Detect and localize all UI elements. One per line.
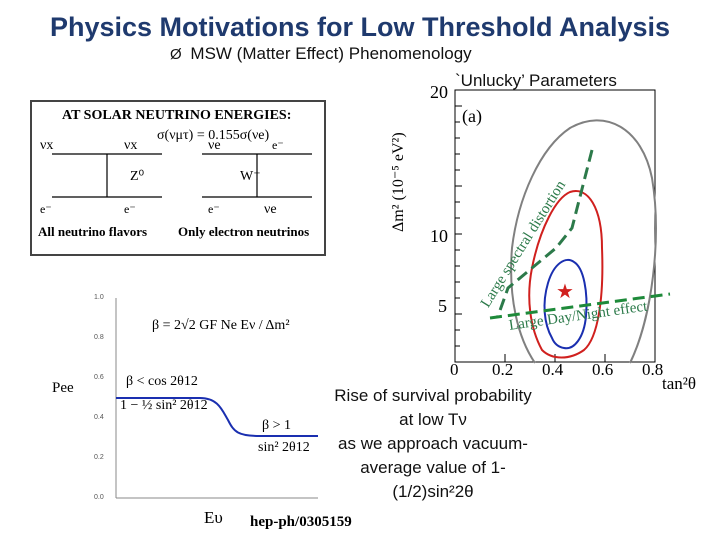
right-bottom-right-label: νe: [264, 202, 277, 217]
day-night-line: [489, 292, 671, 320]
subtitle-text: MSW (Matter Effect) Phenomenology: [190, 44, 472, 63]
y-axis-label: Δm² (10⁻⁵ eV²): [390, 132, 407, 232]
survival-y-tick: 0.6: [94, 374, 104, 381]
best-fit-star-icon: ★: [556, 279, 574, 303]
y-tick-label: 20: [430, 82, 448, 102]
left-top-left-label: νx: [40, 138, 54, 153]
right-caption: Only electron neutrinos: [178, 224, 310, 239]
x-tick-label: 0.4: [542, 360, 564, 379]
x-tick-label: 0.8: [642, 360, 664, 379]
survival-y-tick: 0.0: [94, 494, 104, 501]
survival-y-tick: 1.0: [94, 294, 104, 301]
survival-y-tick: 0.2: [94, 454, 104, 461]
rise-survival-text: Rise of survival probability at low Tν a…: [318, 384, 548, 504]
middle-contour: [528, 190, 604, 359]
feynman-title: AT SOLAR NEUTRINO ENERGIES:: [62, 108, 292, 123]
pee-axis-label: Pee: [52, 380, 74, 396]
left-bottom-right-label: e⁻: [124, 202, 136, 216]
left-bottom-left-label: e⁻: [40, 202, 52, 216]
survival-y-tick: 0.4: [94, 414, 104, 421]
y-tick-label: 10: [430, 226, 448, 246]
y-tick-label: 5: [438, 296, 447, 316]
y-minor-ticks: [455, 105, 462, 347]
cross-section-ratio: σ(νμτ) = 0.155σ(νe): [157, 128, 270, 143]
rise-line: Rise of survival probability: [334, 386, 532, 405]
rise-line: average value of 1-: [360, 458, 506, 477]
x-tick-label: 0.6: [592, 360, 614, 379]
plot-panel-label: (a): [462, 106, 482, 126]
survival-curve: [116, 397, 318, 437]
rise-line: (1/2)sin²2θ: [392, 482, 474, 501]
survival-probability-plot: [115, 298, 318, 499]
left-boson-label: Z⁰: [130, 169, 145, 184]
rise-line: as we approach vacuum-: [338, 434, 528, 453]
enu-axis-label: Eυ: [204, 508, 223, 527]
low-beta-condition: β < cos 2θ12: [126, 374, 198, 389]
right-top-right-label: e⁻: [272, 138, 284, 152]
high-beta-value: sin² 2θ12: [258, 440, 310, 455]
x-axis-label: tan²θ: [662, 374, 697, 393]
survival-y-tick: 0.8: [94, 334, 104, 341]
right-top-left-label: νe: [208, 138, 221, 153]
high-beta-condition: β > 1: [262, 418, 292, 433]
left-top-right-label: νx: [124, 138, 138, 153]
subtitle: Ø MSW (Matter Effect) Phenomenology: [170, 44, 472, 64]
slide-title: Physics Motivations for Low Threshold An…: [49, 12, 671, 42]
outer-contour: [510, 119, 657, 364]
x-tick-label: 0: [450, 360, 459, 379]
x-tick-label: 0.2: [492, 360, 514, 379]
right-bottom-left-label: e⁻: [208, 202, 220, 216]
inner-contour: [543, 258, 588, 350]
rise-line: at low Tν: [399, 410, 467, 429]
bullet-arrow-icon: Ø: [170, 46, 182, 63]
contour-plot: ★: [454, 89, 671, 364]
x-ticks: [454, 354, 656, 362]
beta-formula: β = 2√2 GF Ne Eν / Δm²: [152, 318, 290, 333]
feynman-diagram-box: AT SOLAR NEUTRINO ENERGIES: σ(νμτ) = 0.1…: [30, 100, 326, 256]
right-boson-label: W⁺: [240, 169, 261, 184]
reference-label: hep-ph/0305159: [250, 514, 352, 530]
left-caption: All neutrino flavors: [38, 224, 148, 239]
unlucky-parameters-label: `Unlucky’ Parameters: [455, 71, 617, 90]
feynman-diagrams: [52, 153, 312, 198]
low-beta-value: 1 − ½ sin² 2θ12: [120, 398, 208, 413]
